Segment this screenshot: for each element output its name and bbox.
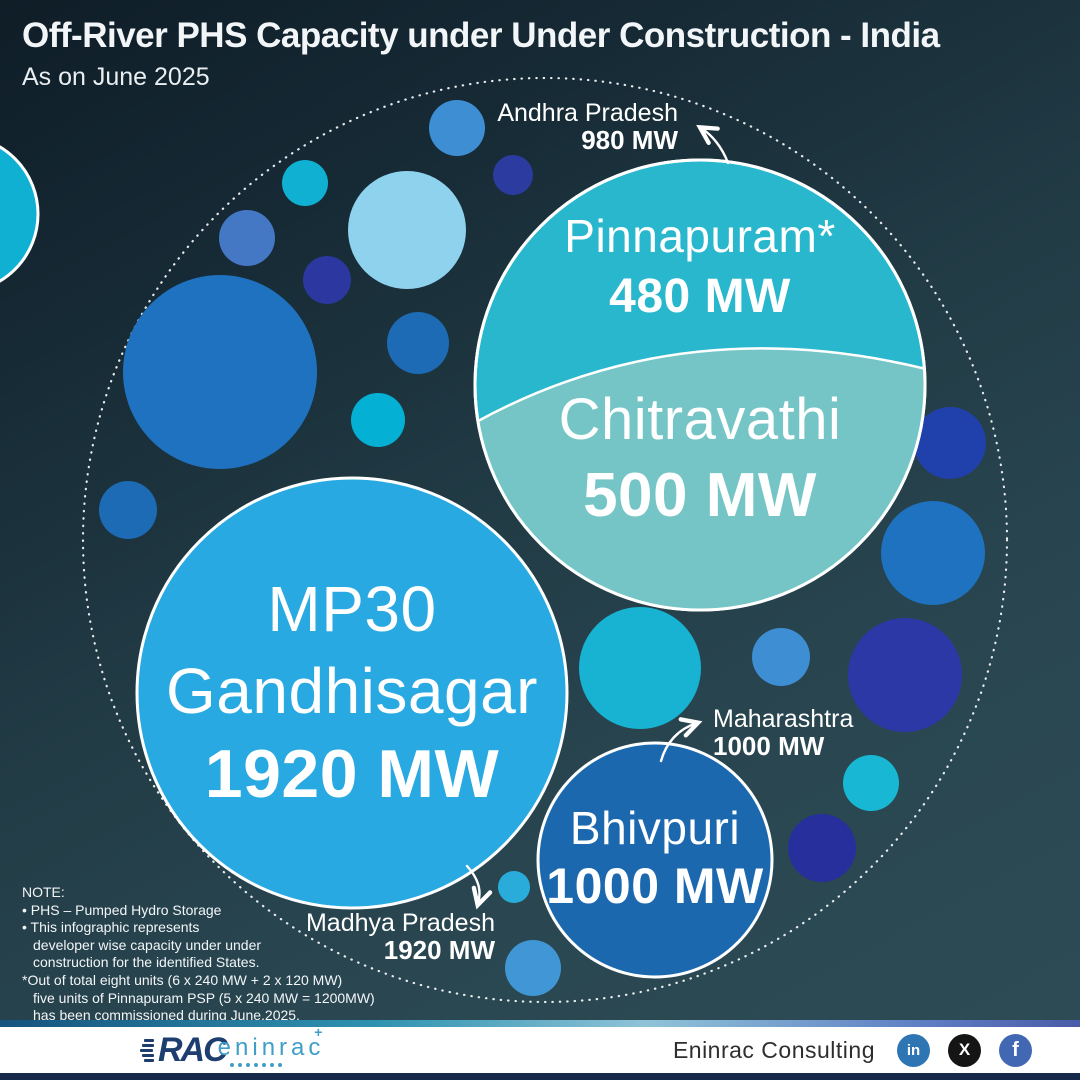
footer-right: Eninrac Consulting in X f — [672, 1033, 1032, 1067]
decorative-bubble — [387, 312, 449, 374]
state-capacity: 1000 MW — [713, 731, 825, 761]
note-block: NOTE: • PHS – Pumped Hydro Storage • Thi… — [22, 884, 375, 1025]
footer-bottom-strip — [0, 1073, 1080, 1080]
note-line: • This infographic represents — [22, 919, 200, 936]
arrow-madhya-pradesh — [465, 864, 493, 910]
note-line: has been commissioned during June,2025. — [33, 1007, 300, 1024]
note-line: • PHS – Pumped Hydro Storage — [22, 901, 222, 918]
arrow-andhra-pradesh — [696, 124, 730, 165]
bubble-andhra-pradesh — [473, 158, 927, 612]
decorative-bubble — [282, 160, 328, 206]
logo-text-eninrac-wrap: + eninrac — [217, 1024, 325, 1067]
decorative-bubble — [493, 155, 533, 195]
decorative-bubble — [579, 607, 701, 729]
logo-text-eninrac: eninrac — [217, 1033, 325, 1061]
facebook-icon[interactable]: f — [999, 1033, 1032, 1067]
note-line: five units of Pinnapuram PSP (5 x 240 MW… — [33, 989, 375, 1006]
decorative-bubble — [498, 871, 530, 903]
decorative-bubbles — [0, 100, 986, 996]
bubble-gandhisagar — [135, 476, 569, 910]
note-heading: NOTE: — [22, 884, 65, 900]
page-title: Off-River PHS Capacity under Under Const… — [22, 16, 940, 55]
bubble-outline — [473, 158, 927, 612]
decorative-bubble — [843, 755, 899, 811]
decorative-bubble — [505, 940, 561, 996]
linkedin-icon[interactable]: in — [897, 1033, 930, 1067]
decorative-bubble — [0, 145, 40, 283]
decorative-bubble — [351, 393, 405, 447]
x-twitter-icon[interactable]: X — [948, 1033, 981, 1067]
decorative-bubble — [303, 256, 351, 304]
state-name: Andhra Pradesh — [497, 99, 678, 127]
social-icons: in X f — [897, 1033, 1032, 1067]
note-line: construction for the identified States. — [33, 954, 260, 971]
state-name: Madhya Pradesh — [305, 909, 495, 937]
page-subtitle: As on June 2025 — [22, 63, 210, 91]
state-capacity: 980 MW — [581, 125, 678, 155]
decorative-bubble — [429, 100, 485, 156]
bubble-chitravathi — [475, 348, 925, 610]
decorative-bubble — [348, 171, 466, 289]
decorative-bubble — [914, 407, 986, 479]
decorative-bubble — [848, 618, 962, 732]
logo-dots — [229, 1062, 325, 1067]
decorative-bubble — [788, 814, 856, 882]
eninrac-logo: RAC + eninrac — [140, 1024, 325, 1070]
logo-bars-icon — [140, 1038, 154, 1062]
bubble-bhivpuri — [536, 741, 774, 979]
dotted-boundary-ring — [81, 76, 1009, 1004]
note-line: developer wise capacity under under — [33, 936, 262, 953]
header: Off-River PHS Capacity under Under Const… — [22, 16, 940, 92]
decorative-bubble — [881, 501, 985, 605]
decorative-bubble — [219, 210, 275, 266]
annotation-maharashtra: Maharashtra 1000 MW — [713, 706, 973, 760]
note-line: *Out of total eight units (6 x 240 MW + … — [22, 971, 343, 988]
decorative-bubble — [99, 481, 157, 539]
state-name: Maharashtra — [713, 705, 854, 733]
arrow-maharashtra — [659, 717, 703, 763]
bubble-divider-line — [475, 347, 925, 438]
annotation-madhya-pradesh: Madhya Pradesh 1920 MW — [195, 910, 495, 964]
footer: RAC + eninrac Eninrac Consulting in X f — [0, 1024, 1080, 1073]
decorative-bubble — [123, 275, 317, 469]
state-capacity: 1920 MW — [383, 935, 495, 965]
decorative-bubble — [752, 628, 810, 686]
annotation-andhra-pradesh: Andhra Pradesh 980 MW — [378, 100, 678, 154]
logo-plus-mark: + — [314, 1023, 323, 1040]
logo-text-rac: RAC — [158, 1030, 228, 1069]
company-name: Eninrac Consulting — [672, 1036, 875, 1063]
footer-gradient-bar — [0, 1020, 1080, 1027]
